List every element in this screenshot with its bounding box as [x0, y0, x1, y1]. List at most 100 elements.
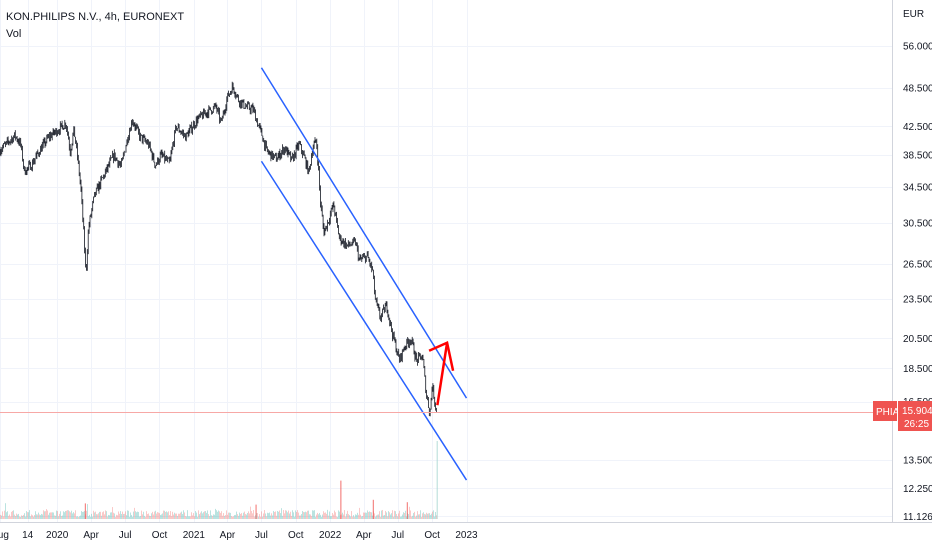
annotation-arrow[interactable]: [428, 341, 455, 406]
volume-bar: [52, 512, 53, 519]
volume-bar: [170, 511, 171, 519]
x-tick-label: Apr: [356, 530, 372, 541]
volume-bar: [293, 512, 294, 519]
volume-bar: [102, 512, 103, 519]
volume-bar: [56, 510, 57, 519]
volume-bar: [188, 516, 189, 519]
volume-bar: [120, 511, 121, 519]
volume-bar: [436, 515, 437, 519]
volume-bar: [337, 516, 338, 519]
price-tag: [898, 401, 932, 431]
volume-bar: [95, 511, 96, 519]
volume-bar: [290, 511, 291, 519]
volume-bar: [64, 512, 65, 519]
volume-bar: [343, 514, 344, 519]
volume-bar: [406, 516, 407, 519]
volume-bar: [225, 515, 226, 519]
volume-bar: [361, 516, 362, 519]
volume-bar: [255, 515, 256, 519]
volume-bar: [93, 510, 94, 519]
volume-bar: [338, 510, 339, 519]
volume-bar: [199, 514, 200, 519]
x-tick-label: Oct: [288, 530, 304, 541]
volume-indicator-label[interactable]: Vol: [6, 28, 21, 40]
volume-bar: [158, 512, 159, 519]
volume-bar: [333, 514, 334, 519]
volume-bar: [382, 509, 383, 519]
volume-bar: [156, 513, 157, 519]
volume-bar: [428, 513, 429, 519]
volume-bar: [254, 516, 255, 519]
volume-bar: [345, 516, 346, 519]
volume-bar: [144, 515, 145, 519]
volume-bar: [45, 511, 46, 519]
time-axis[interactable]: Aug 14 2020 Apr Jul Oct 2021 Apr Jul Oct 2022 Apr Ju…: [0, 530, 478, 541]
volume-bar: [47, 510, 48, 519]
volume-bar: [250, 506, 251, 519]
volume-bar: [251, 511, 252, 519]
volume-bar: [363, 512, 364, 519]
volume-bar: [274, 512, 275, 519]
volume-bar: [347, 510, 348, 519]
volume-bar: [325, 512, 326, 519]
volume-bar: [200, 512, 201, 519]
volume-bar: [24, 513, 25, 519]
volume-bar: [78, 516, 79, 519]
volume-bar: [70, 512, 71, 519]
price-axis[interactable]: 56.000 48.500 42.500 38.500 34.500 30.500 26.5…: [903, 42, 932, 523]
volume-bar: [187, 510, 188, 519]
channel-lower-line[interactable]: [260, 160, 468, 481]
y-tick-label: 48.500: [903, 84, 932, 95]
volume-bar: [372, 515, 373, 519]
volume-bar: [185, 516, 186, 519]
volume-bar: [29, 510, 30, 519]
symbol-title[interactable]: KON.PHILIPS N.V., 4h, EURONEXT: [6, 11, 184, 23]
volume-bar: [278, 511, 279, 519]
volume-bar: [276, 515, 277, 519]
volume-spike: [340, 480, 342, 519]
price-tag-countdown: 26:25: [904, 419, 929, 430]
volume-bar: [210, 510, 211, 519]
volume-bar: [427, 513, 428, 519]
volume-bar: [324, 512, 325, 519]
channel-upper-line[interactable]: [260, 67, 468, 399]
volume-bar: [279, 510, 280, 519]
volume-bar: [166, 511, 167, 519]
y-tick-label: 38.500: [903, 151, 932, 162]
volume-bar: [114, 513, 115, 519]
volume-bar: [63, 511, 64, 519]
volume-bar: [233, 516, 234, 519]
volume-bar: [168, 511, 169, 519]
volume-bar: [28, 512, 29, 519]
volume-bar: [320, 514, 321, 519]
volume-bar: [262, 516, 263, 519]
volume-bar: [57, 511, 58, 519]
volume-bar: [26, 511, 27, 519]
volume-bar: [344, 510, 345, 519]
y-tick-label: 18.500: [903, 364, 932, 375]
volume-bar: [36, 514, 37, 519]
volume-bar: [67, 510, 68, 519]
volume-bar: [390, 514, 391, 519]
volume-bar: [89, 514, 90, 519]
volume-bar: [281, 508, 282, 519]
volume-bar: [359, 507, 360, 519]
volume-bar: [14, 514, 15, 519]
volume-bar: [207, 510, 208, 519]
volume-bar: [243, 512, 244, 519]
volume-bar: [378, 514, 379, 519]
volume-bar: [253, 510, 254, 519]
trend-channel[interactable]: [260, 67, 468, 481]
x-tick-label: Jul: [119, 530, 132, 541]
arrow-head: [428, 341, 455, 372]
volume-bar: [137, 511, 138, 519]
volume-bar: [138, 511, 139, 519]
volume-bar: [87, 504, 88, 519]
volume-bar: [431, 513, 432, 519]
y-tick-label: 12.250: [903, 484, 932, 495]
volume-bar: [270, 515, 271, 519]
volume-bar: [326, 513, 327, 519]
volume-bar: [356, 514, 357, 519]
volume-bar: [411, 516, 412, 519]
